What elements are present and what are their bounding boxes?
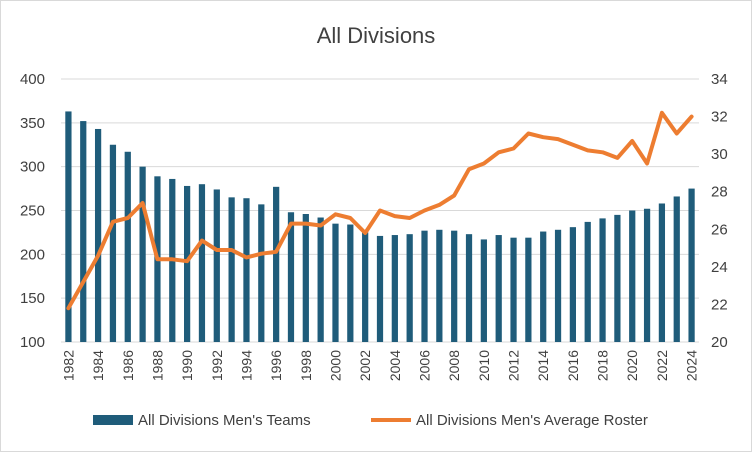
x-tick-label: 1994: [238, 350, 254, 381]
y-tick-label: 100: [20, 334, 45, 351]
bar: [614, 214, 621, 342]
bar: [198, 184, 206, 342]
bar: [332, 223, 339, 342]
bar: [362, 232, 369, 342]
bar: [184, 185, 191, 342]
bar: [139, 166, 146, 342]
x-tick-label: 1990: [179, 350, 195, 381]
x-tick-label: 2006: [417, 350, 433, 381]
bar: [629, 210, 636, 342]
y2-tick-label: 34: [711, 71, 728, 88]
y2-tick-label: 22: [711, 296, 728, 313]
y-tick-label: 350: [20, 115, 45, 132]
x-tick-label: 2020: [624, 350, 640, 381]
bar: [673, 196, 680, 342]
bar: [287, 212, 295, 342]
x-tick-label: 1996: [268, 350, 284, 381]
x-tick-label: 1984: [90, 350, 106, 381]
bar: [658, 203, 666, 342]
y2-tick-label: 24: [711, 259, 728, 276]
bar: [495, 235, 502, 342]
bar: [599, 218, 606, 342]
y2-tick-label: 32: [711, 109, 728, 126]
bar: [510, 237, 517, 342]
bar: [540, 231, 547, 342]
x-tick-label: 1982: [60, 350, 76, 381]
bar: [391, 235, 398, 342]
bar: [243, 198, 250, 342]
bar: [213, 189, 220, 342]
bar: [643, 208, 651, 342]
bar: [80, 121, 87, 342]
bar: [376, 235, 384, 342]
x-tick-label: 2014: [535, 350, 551, 381]
x-tick-label: 1986: [120, 350, 136, 381]
y2-tick-label: 26: [711, 221, 728, 238]
legend-label-roster: All Divisions Men's Average Roster: [416, 412, 648, 429]
bar: [273, 186, 280, 342]
x-tick-label: 2018: [595, 350, 611, 381]
bar: [317, 217, 324, 342]
bar: [347, 224, 354, 342]
bar: [258, 204, 265, 342]
x-tick-label: 1998: [298, 350, 314, 381]
bar: [421, 230, 428, 342]
bar: [465, 234, 473, 342]
chart-title: All Divisions: [317, 23, 436, 48]
bar: [109, 144, 117, 342]
y-axis-left: 100 150 200 250 300 350 400: [20, 71, 45, 351]
x-tick-label: 2016: [565, 350, 581, 381]
x-tick-label: 2012: [506, 350, 522, 381]
y2-tick-label: 20: [711, 334, 728, 351]
x-tick-label: 1988: [149, 350, 165, 381]
y-tick-label: 250: [20, 203, 45, 220]
bar: [65, 111, 72, 342]
y2-tick-label: 30: [711, 146, 728, 163]
x-tick-label: 2024: [684, 350, 700, 381]
x-tick-label: 2000: [327, 350, 343, 381]
bar: [436, 229, 443, 342]
x-tick-label: 2008: [446, 350, 462, 381]
line-layer: [66, 110, 694, 311]
bar: [228, 197, 235, 342]
legend: All Divisions Men's Teams All Divisions …: [93, 412, 648, 429]
x-tick-label: 2022: [654, 350, 670, 381]
bar: [688, 188, 695, 342]
y-tick-label: 150: [20, 290, 45, 307]
series-line: [66, 110, 694, 311]
bar: [554, 229, 562, 342]
bar: [406, 234, 413, 342]
y-tick-label: 200: [20, 246, 45, 263]
bars-layer: [65, 111, 695, 342]
y-tick-label: 300: [20, 159, 45, 176]
x-axis: 1982 1984 1986 1988 1990 1992 1994 1996 1998 2000…: [60, 350, 699, 381]
y-axis-right: 20 22 24 26 28 30 32 34: [711, 71, 728, 351]
bar: [94, 128, 102, 342]
y-tick-label: 400: [20, 71, 45, 88]
bar: [124, 151, 131, 342]
bar: [569, 227, 576, 342]
x-tick-label: 1992: [209, 350, 225, 381]
bar: [525, 237, 532, 342]
y2-tick-label: 28: [711, 184, 728, 201]
legend-swatch-teams: [93, 415, 133, 425]
x-tick-label: 2004: [387, 350, 403, 381]
bar: [451, 230, 458, 342]
x-tick-label: 2010: [476, 350, 492, 381]
legend-label-teams: All Divisions Men's Teams: [138, 412, 311, 429]
bar: [584, 221, 591, 342]
x-tick-label: 2002: [357, 350, 373, 381]
bar: [480, 239, 487, 342]
bar: [302, 214, 309, 342]
